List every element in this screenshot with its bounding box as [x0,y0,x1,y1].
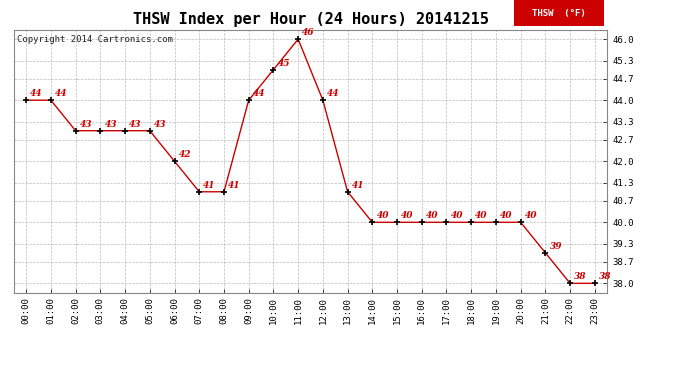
Text: 43: 43 [129,120,141,129]
Text: THSW  (°F): THSW (°F) [532,9,586,18]
Text: 40: 40 [451,211,463,220]
Text: 40: 40 [500,211,513,220]
Text: 44: 44 [327,89,339,98]
Text: 44: 44 [253,89,266,98]
Text: 41: 41 [228,181,241,190]
Text: 38: 38 [599,272,611,281]
Text: 42: 42 [179,150,191,159]
Text: 43: 43 [154,120,166,129]
Title: THSW Index per Hour (24 Hours) 20141215: THSW Index per Hour (24 Hours) 20141215 [132,12,489,27]
Text: 39: 39 [549,242,562,250]
Text: 41: 41 [352,181,364,190]
Text: 40: 40 [525,211,538,220]
Text: 40: 40 [475,211,488,220]
Text: 43: 43 [104,120,117,129]
Text: 43: 43 [80,120,92,129]
Text: 40: 40 [401,211,414,220]
Text: 41: 41 [204,181,216,190]
Text: 44: 44 [30,89,43,98]
Text: 40: 40 [377,211,389,220]
Text: 38: 38 [574,272,586,281]
Text: 45: 45 [277,58,290,68]
Text: 40: 40 [426,211,438,220]
Text: Copyright 2014 Cartronics.com: Copyright 2014 Cartronics.com [17,35,172,44]
Text: 46: 46 [302,28,315,37]
Text: 44: 44 [55,89,68,98]
